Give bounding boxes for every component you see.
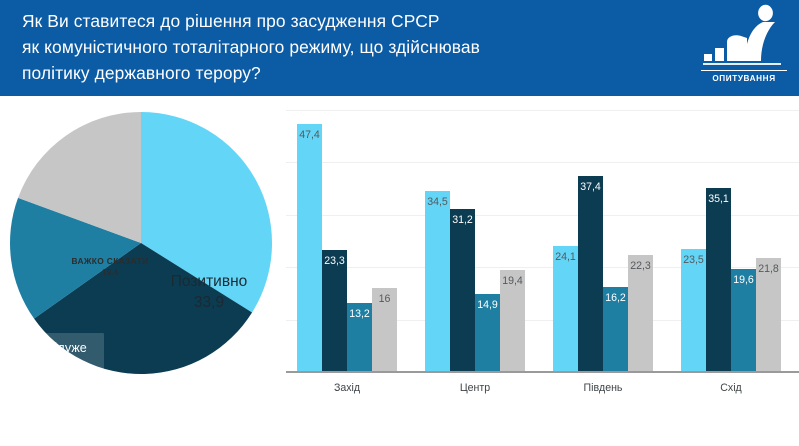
pie-slice-2 [10, 197, 142, 319]
pie-chart-svg [10, 112, 273, 375]
pie-chart: Позитивно 33,9 Негативно 31,3 Байдуже 15… [0, 96, 290, 443]
bar-value-label: 47,4 [299, 128, 320, 141]
logo-caption: ОПИТУВАННЯ [701, 70, 787, 83]
gridline [286, 162, 799, 164]
bar-value-label: 31,2 [452, 213, 473, 226]
pie-slice-0 [141, 112, 273, 313]
bar-chart: 47,4 23,3 13,2 16 34,5 31,2 14,9 19,4 24,1 37,4 16… [286, 110, 799, 408]
bar-value-label: 14,9 [477, 298, 498, 311]
bar-Захід-Важко сказати: 16 [372, 288, 397, 372]
pie-slices [10, 112, 273, 375]
bar-value-label: 23,3 [324, 254, 345, 267]
bar-plot-area: 47,4 23,3 13,2 16 34,5 31,2 14,9 19,4 24,1 37,4 16… [286, 110, 799, 372]
pie-slice-1 [34, 243, 253, 375]
bar-Центр-Позитивно: 34,5 [425, 191, 450, 372]
bar-value-label: 13,2 [349, 307, 370, 320]
logo: ОПИТУВАННЯ [701, 4, 787, 92]
bar-value-label: 23,5 [683, 253, 704, 266]
bar-value-label: 34,5 [427, 196, 448, 209]
bar-Схід-Негативно: 35,1 [706, 188, 731, 372]
bar-Центр-Негативно: 31,2 [450, 208, 475, 372]
bar-Захід-Позитивно: 47,4 [297, 123, 322, 372]
gridline [286, 110, 799, 111]
pie-label-negative: Негативно 31,3 [118, 405, 192, 443]
bar-value-label: 35,1 [708, 193, 729, 206]
bar-Південь-Негативно: 37,4 [578, 176, 603, 372]
pie-slice-3 [18, 112, 141, 243]
bar-value-label: 19,6 [733, 274, 754, 287]
bar-value-label: 16,2 [605, 292, 626, 305]
gridline [286, 319, 799, 321]
bar-Центр-Байдуже: 14,9 [475, 293, 500, 372]
bar-Південь-Позитивно: 24,1 [553, 245, 578, 372]
logo-mark-icon [703, 4, 781, 65]
bar-value-label: 37,4 [580, 181, 601, 193]
bar-value-label: 24,1 [555, 250, 576, 263]
page-title: Як Ви ставитеся до рішення про засудженн… [22, 11, 480, 83]
x-axis-label-Центр: Центр [459, 382, 491, 394]
bar-Південь-Байдуже: 16,2 [603, 287, 628, 372]
bar-Захід-Негативно: 23,3 [322, 249, 347, 372]
x-axis-label-Схід: Схід [720, 382, 742, 394]
bar-value-label: 19,4 [502, 275, 523, 288]
gridline [286, 267, 799, 269]
bar-Південь-Важко сказати: 22,3 [628, 255, 653, 372]
bar-value-label: 22,3 [630, 260, 651, 273]
bar-Схід-Важко сказати: 21,8 [756, 257, 781, 372]
x-axis-label-Південь: Південь [583, 382, 623, 394]
header-banner: Як Ви ставитеся до рішення про засудженн… [0, 0, 799, 96]
x-axis-line [286, 371, 799, 373]
bar-value-label: 16 [378, 293, 391, 306]
gridline [286, 214, 799, 216]
x-axis-label-Захід: Захід [333, 382, 361, 394]
bar-Центр-Важко сказати: 19,4 [500, 270, 525, 372]
bar-Схід-Байдуже: 19,6 [731, 269, 756, 372]
bar-Захід-Байдуже: 13,2 [347, 302, 372, 372]
bar-Схід-Позитивно: 23,5 [681, 248, 706, 372]
bar-value-label: 21,8 [758, 262, 779, 275]
